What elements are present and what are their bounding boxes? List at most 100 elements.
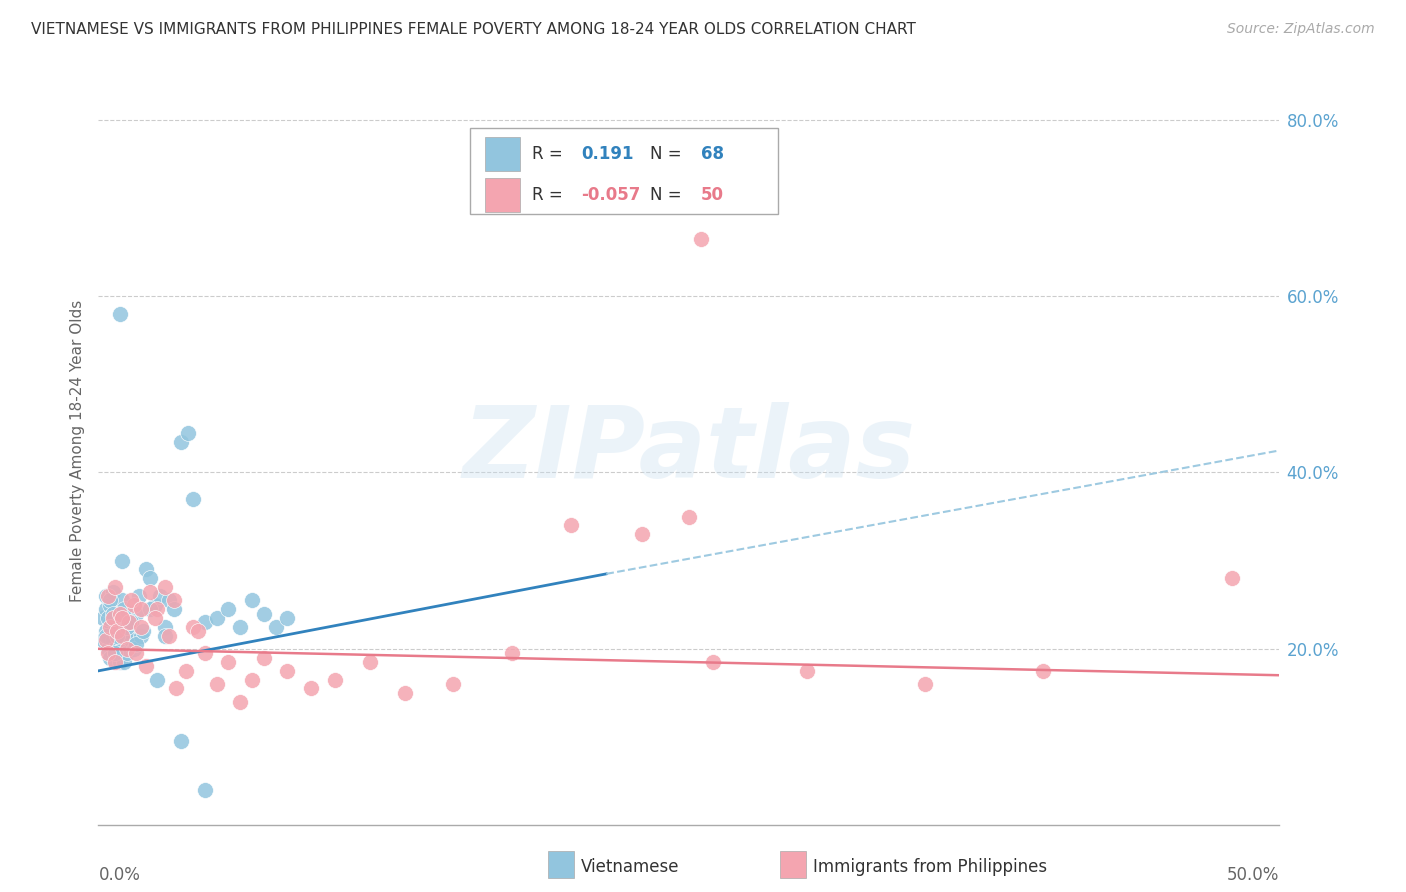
Point (98, 620, 121, 634)
Point (170, 734, 193, 748)
Point (129, 620, 152, 634)
Point (139, 602, 162, 616)
Point (441, 677, 464, 691)
Point (914, 677, 936, 691)
Point (146, 602, 169, 616)
Point (163, 602, 186, 616)
Point (217, 655, 239, 669)
Point (128, 589, 150, 603)
Point (104, 646, 127, 660)
Point (111, 615, 134, 630)
Point (174, 664, 197, 678)
Point (689, 232, 711, 246)
Point (229, 695, 252, 709)
Point (108, 607, 131, 621)
Point (97, 589, 120, 603)
Point (678, 509, 700, 524)
Point (97, 641, 120, 656)
Point (217, 602, 239, 616)
Point (1220, 571, 1243, 585)
Point (115, 620, 138, 634)
Point (139, 571, 162, 585)
Text: Vietnamese: Vietnamese (581, 858, 679, 876)
Point (101, 607, 124, 621)
Text: ZIPatlas: ZIPatlas (463, 402, 915, 499)
Point (111, 611, 134, 625)
Point (125, 646, 148, 660)
Point (143, 611, 166, 625)
Point (125, 637, 148, 651)
Point (91, 632, 114, 647)
Point (101, 584, 124, 599)
Point (118, 624, 141, 639)
Point (153, 580, 176, 594)
Text: Source: ZipAtlas.com: Source: ZipAtlas.com (1227, 22, 1375, 37)
Point (194, 646, 217, 660)
Text: 0.191: 0.191 (582, 145, 634, 163)
Point (98, 650, 121, 665)
Point (125, 607, 148, 621)
Point (101, 632, 124, 647)
Bar (485, 178, 520, 212)
Point (112, 655, 135, 669)
Point (111, 629, 134, 643)
Point (253, 650, 276, 665)
Point (253, 607, 276, 621)
Point (105, 624, 128, 639)
Point (560, 518, 582, 533)
Point (194, 782, 217, 797)
Point (94, 632, 117, 647)
Point (98, 598, 121, 612)
Point (240, 673, 263, 687)
Point (129, 629, 152, 643)
Point (94, 589, 117, 603)
Point (104, 580, 127, 594)
Point (97, 646, 120, 660)
Point (97, 629, 120, 643)
Point (108, 655, 131, 669)
Point (181, 491, 204, 506)
Point (108, 620, 131, 634)
Point (112, 629, 135, 643)
Text: R =: R = (531, 186, 562, 204)
Point (153, 629, 176, 643)
Point (323, 673, 346, 687)
Point (121, 632, 143, 647)
Point (121, 615, 143, 630)
Text: N =: N = (650, 186, 682, 204)
Point (118, 615, 141, 630)
Point (111, 593, 134, 607)
Point (112, 602, 135, 616)
Point (187, 624, 209, 639)
Point (149, 589, 172, 603)
Point (135, 659, 157, 673)
Point (115, 641, 138, 656)
Point (105, 637, 128, 651)
Point (108, 307, 131, 321)
Text: 50.0%: 50.0% (1227, 866, 1279, 884)
Point (135, 562, 157, 576)
Point (276, 664, 298, 678)
Text: N =: N = (650, 145, 682, 163)
Point (105, 629, 128, 643)
Point (157, 629, 180, 643)
Point (101, 611, 124, 625)
Point (630, 527, 652, 541)
Point (229, 620, 252, 634)
Point (122, 641, 145, 656)
Point (205, 677, 228, 691)
Point (264, 620, 287, 634)
Point (105, 629, 128, 643)
Point (115, 620, 138, 634)
Text: -0.057: -0.057 (582, 186, 641, 204)
Point (146, 673, 169, 687)
Point (91, 611, 114, 625)
Point (143, 598, 166, 612)
Point (165, 681, 187, 696)
Point (105, 607, 128, 621)
Point (129, 602, 152, 616)
Text: VIETNAMESE VS IMMIGRANTS FROM PHILIPPINES FEMALE POVERTY AMONG 18-24 YEAR OLDS C: VIETNAMESE VS IMMIGRANTS FROM PHILIPPINE… (31, 22, 915, 37)
Point (299, 681, 322, 696)
FancyBboxPatch shape (471, 128, 778, 214)
Point (104, 624, 127, 639)
